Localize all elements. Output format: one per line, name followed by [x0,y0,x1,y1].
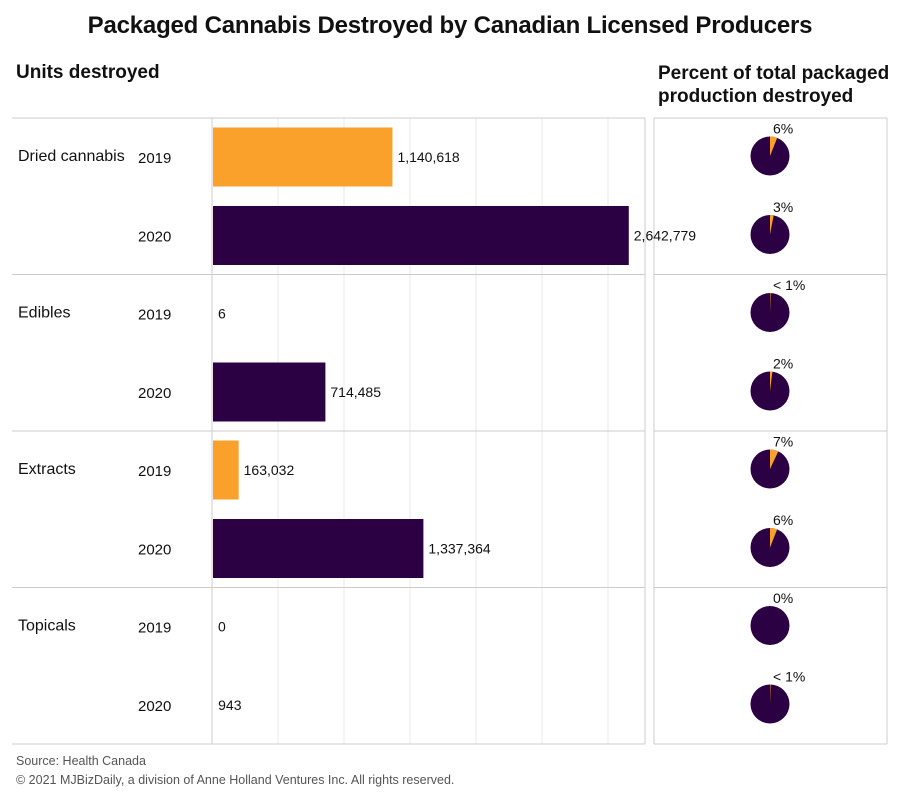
value-label: 1,140,618 [397,149,459,165]
pie-slice [770,371,773,391]
units-destroyed-header: Units destroyed [16,62,160,83]
category-label-topicals: Topicals [18,618,76,635]
percent-destroyed-header: Percent of total packaged production des… [658,63,890,107]
category-label-edibles: Edibles [18,305,70,322]
percent-label: 3% [773,199,793,215]
pie-slice [770,293,771,313]
year-label: 2019 [138,150,171,167]
value-label: 1,337,364 [428,541,490,557]
bar-extracts-2019 [213,440,239,500]
value-label: 943 [218,697,242,713]
pie-slice [770,136,778,156]
value-label: 714,485 [330,384,381,400]
year-label: 2019 [138,307,171,324]
year-label: 2019 [138,620,171,637]
year-label: 2020 [138,385,171,402]
percent-label: 2% [773,356,793,372]
category-label-extracts: Extracts [18,461,76,478]
year-label: 2020 [138,542,171,559]
percent-label: 7% [773,434,793,450]
percent-label: 0% [773,590,793,606]
pie-slice [770,449,779,469]
bar-extracts-2020 [213,519,424,578]
pie-slice [770,215,774,235]
pie-slice [770,684,771,704]
year-label: 2020 [138,698,171,715]
pie-slice [770,528,778,548]
value-label: 2,642,779 [634,228,696,244]
copyright-note: © 2021 MJBizDaily, a division of Anne Ho… [16,773,455,787]
bar-dried-cannabis-2020 [213,206,629,265]
chart-title: Packaged Cannabis Destroyed by Canadian … [87,12,813,39]
category-label-dried-cannabis: Dried cannabis [18,148,125,165]
value-label: 163,032 [244,462,295,478]
percent-label: < 1% [773,277,805,293]
bar-edibles-2020 [213,362,326,422]
bar-dried-cannabis-2019 [213,127,393,187]
percent-label: 6% [773,512,793,528]
value-label: 0 [218,619,226,635]
year-label: 2019 [138,463,171,480]
percent-label: < 1% [773,669,805,685]
percent-label: 6% [773,121,793,137]
year-label: 2020 [138,229,171,246]
pie-base [750,606,790,645]
source-note: Source: Health Canada [16,754,146,768]
value-label: 6 [218,306,226,322]
